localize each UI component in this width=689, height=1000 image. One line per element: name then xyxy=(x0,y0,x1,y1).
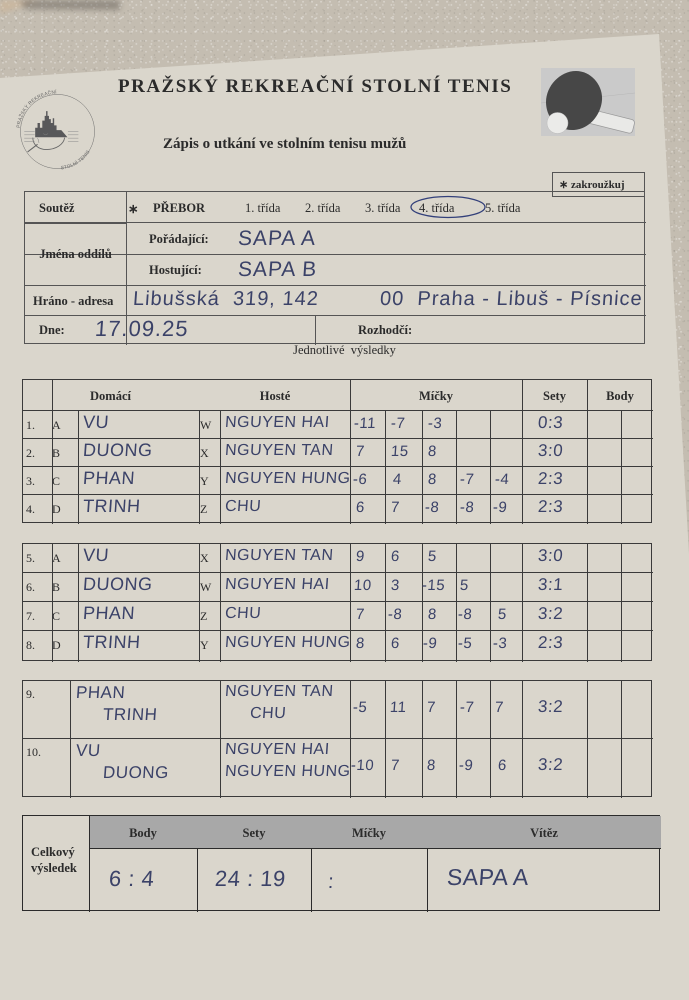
svg-text:PRAŽSKÝ REKREAČNÍ: PRAŽSKÝ REKREAČNÍ xyxy=(16,88,58,128)
svg-text:STOLNÍ TENIS: STOLNÍ TENIS xyxy=(60,149,91,171)
